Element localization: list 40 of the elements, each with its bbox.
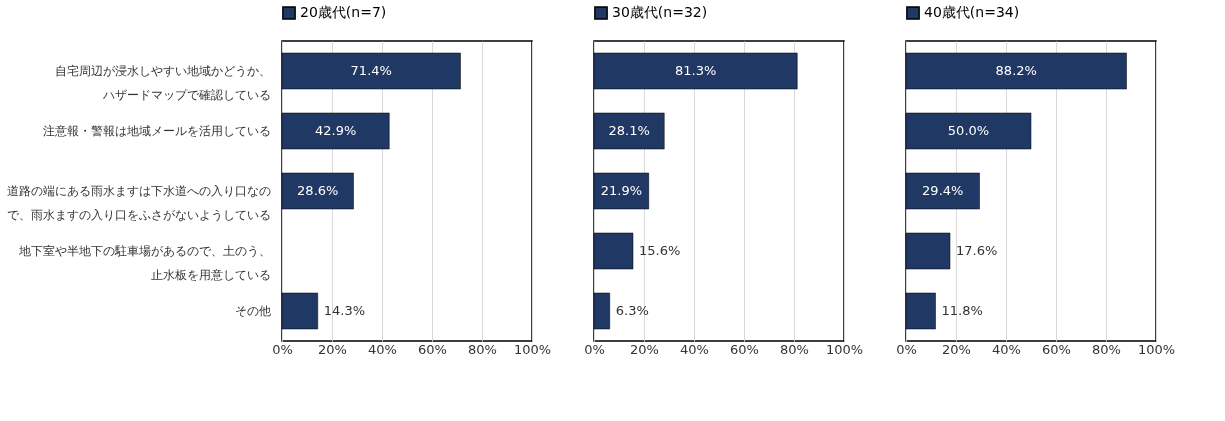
data-label: 42.9% bbox=[314, 123, 357, 138]
y-tick-label: 自宅周辺が浸水しやすい地域かどうか、ハザードマップで確認している bbox=[54, 64, 271, 102]
x-tick-label: 20% bbox=[630, 341, 659, 357]
y-tick-label: 道路の端にある雨水ますは下水道への入り口なので、雨水ますの入り口をふさがないようしている bbox=[6, 184, 271, 222]
data-label: 21.9% bbox=[600, 183, 643, 198]
data-label: 14.3% bbox=[323, 303, 366, 318]
data-label: 17.6% bbox=[956, 243, 998, 258]
data-label: 81.3% bbox=[674, 63, 717, 78]
data-label: 11.8% bbox=[941, 303, 983, 318]
y-tick-label: その他 bbox=[234, 304, 271, 318]
x-tick-label: 0% bbox=[584, 341, 605, 357]
data-label: 88.2% bbox=[995, 63, 1037, 78]
legend-label: 40歳代(n=34) bbox=[924, 4, 1020, 20]
data-label: 28.6% bbox=[297, 183, 339, 198]
data-label: 6.3% bbox=[615, 303, 649, 318]
y-tick-label: 注意報・警報は地域メールを活用している bbox=[42, 124, 271, 138]
x-tick-label: 80% bbox=[780, 341, 809, 357]
x-tick-label: 80% bbox=[468, 341, 497, 357]
x-tick-label: 100% bbox=[825, 341, 864, 357]
x-tick-label: 100% bbox=[1137, 341, 1176, 357]
y-tick-label: 地下室や半地下の駐車場があるので、土のう、止水板を用意している bbox=[17, 244, 271, 282]
x-tick-label: 40% bbox=[680, 341, 709, 357]
x-tick-label: 60% bbox=[418, 341, 447, 357]
x-tick-label: 40% bbox=[992, 341, 1021, 357]
legend-label: 30歳代(n=32) bbox=[612, 4, 708, 20]
x-tick-label: 60% bbox=[1042, 341, 1071, 357]
data-label: 71.4% bbox=[350, 63, 392, 78]
x-tick-label: 20% bbox=[318, 341, 347, 357]
x-tick-label: 80% bbox=[1092, 341, 1121, 357]
x-tick-label: 0% bbox=[272, 341, 293, 357]
data-label: 28.1% bbox=[608, 123, 650, 138]
x-tick-label: 40% bbox=[368, 341, 397, 357]
data-label: 50.0% bbox=[947, 123, 990, 138]
x-tick-label: 100% bbox=[513, 341, 552, 357]
legend-label: 20歳代(n=7) bbox=[300, 4, 387, 20]
x-tick-label: 60% bbox=[730, 341, 759, 357]
data-label: 29.4% bbox=[922, 183, 964, 198]
x-tick-label: 0% bbox=[896, 341, 917, 357]
x-tick-label: 20% bbox=[942, 341, 971, 357]
data-label: 15.6% bbox=[639, 243, 681, 258]
